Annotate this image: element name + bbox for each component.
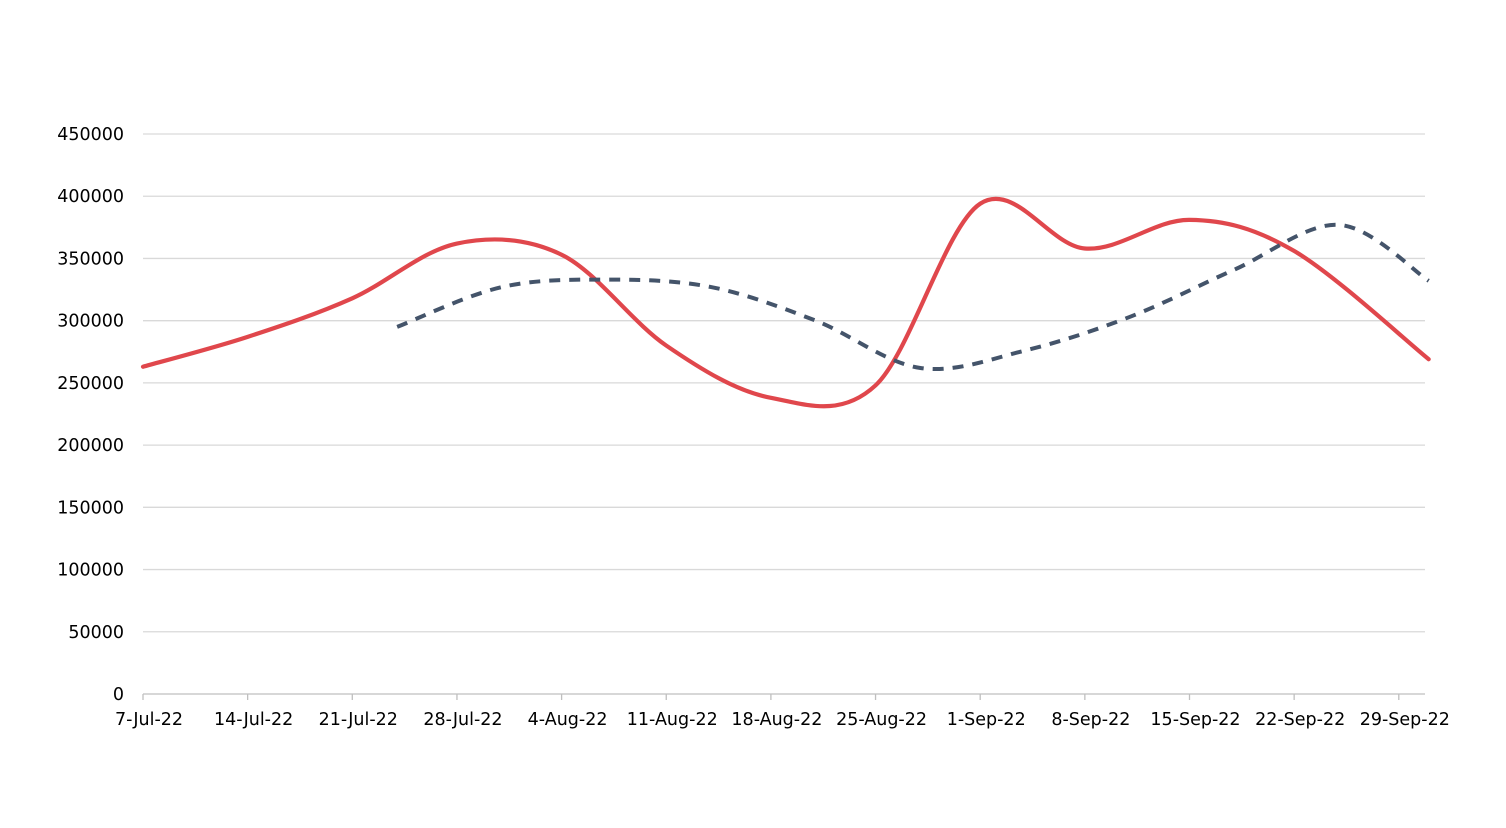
x-tick-label: 8-Sep-22 [1051, 710, 1130, 730]
x-tick-label: 11-Aug-22 [627, 710, 718, 730]
series-line-2 [396, 222, 1430, 371]
y-tick-label: 200000 [57, 436, 124, 456]
x-tick-label: 1-Sep-22 [947, 710, 1026, 730]
x-axis [142, 693, 1425, 700]
x-tick-label: 15-Sep-22 [1150, 710, 1240, 730]
y-tick-label: 50000 [68, 623, 124, 643]
x-tick-label: 18-Aug-22 [731, 710, 822, 730]
y-tick-label: 100000 [57, 561, 124, 581]
x-tick-label: 21-Jul-22 [319, 710, 398, 730]
series-lines [140, 196, 1431, 409]
y-tick-label: 0 [113, 685, 124, 705]
x-tick-label: 28-Jul-22 [423, 710, 502, 730]
x-tick-label: 22-Sep-22 [1255, 710, 1345, 730]
series-line-1 [140, 196, 1431, 409]
y-tick-label: 150000 [57, 498, 124, 518]
y-tick-label: 350000 [57, 249, 124, 269]
x-tick-label: 29-Sep-22 [1360, 710, 1450, 730]
x-tick-label: 25-Aug-22 [836, 710, 927, 730]
gridlines [143, 133, 1425, 633]
y-tick-label: 250000 [57, 374, 124, 394]
x-tick-labels: 7-Jul-22 14-Jul-22 21-Jul-22 28-Jul-22 4-Aug… [115, 710, 1450, 730]
y-tick-label: 450000 [57, 125, 124, 145]
y-tick-label: 300000 [57, 312, 124, 332]
x-tick-label: 4-Aug-22 [528, 710, 608, 730]
y-tick-label: 400000 [57, 187, 124, 207]
x-tick-label: 7-Jul-22 [115, 710, 183, 730]
x-tick-label: 14-Jul-22 [214, 710, 293, 730]
y-tick-labels: 0 50000 100000 150000 200000 250000 300000 3500… [57, 125, 124, 705]
